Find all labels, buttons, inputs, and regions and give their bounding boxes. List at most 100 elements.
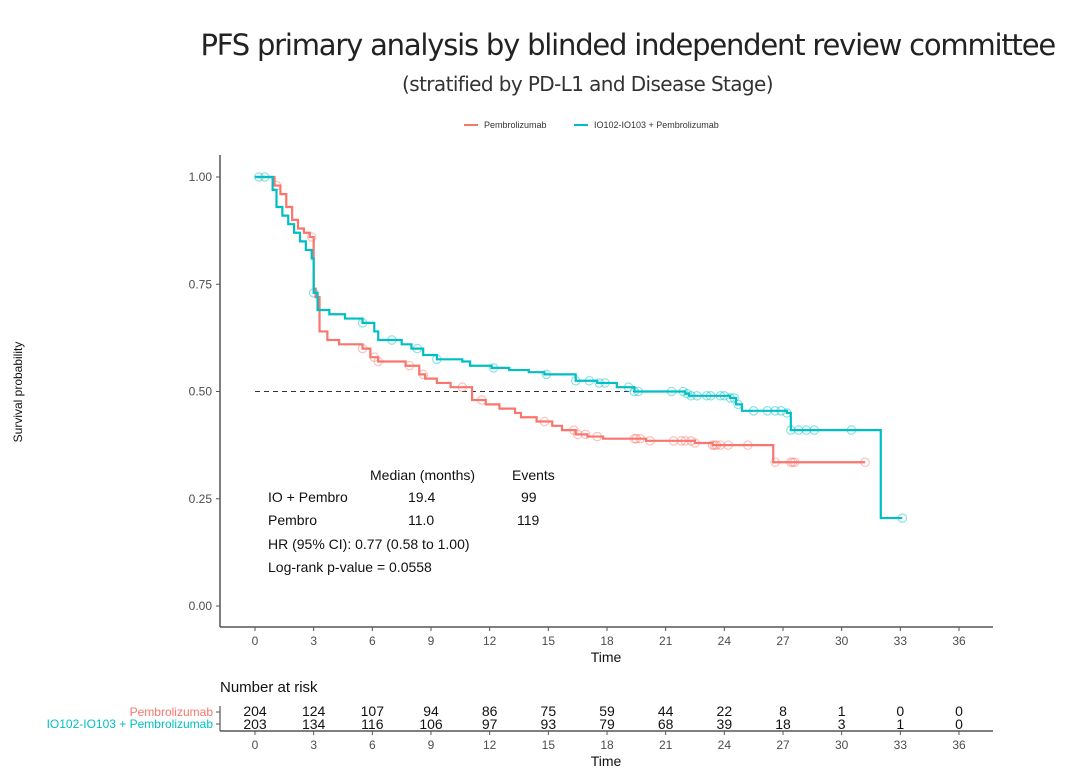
risk-x-tick-label: 36: [952, 738, 966, 752]
risk-cell: 8: [779, 703, 787, 719]
risk-cell: 75: [541, 703, 557, 719]
annotation-row-median: 11.0: [408, 512, 434, 528]
risk-table-x-ticks: 0 3 6 9 12 15 18 21 24 27 30 33 36: [252, 731, 966, 752]
censor-mark: [457, 382, 468, 393]
risk-table-x-label: Time: [591, 753, 622, 769]
risk-cell: 59: [599, 703, 615, 719]
censor-mark: [259, 172, 270, 182]
risk-cell: 68: [658, 716, 674, 732]
censor-mark: [742, 440, 753, 450]
censor-mark: [635, 433, 646, 444]
censor-mark: [692, 390, 702, 401]
risk-cell: 1: [896, 716, 904, 732]
censor-mark: [306, 232, 317, 242]
annotation-header-events: Events: [512, 467, 555, 483]
x-tick-label: 21: [659, 634, 673, 648]
censor-mark: [762, 406, 773, 416]
censor-mark: [308, 288, 319, 298]
risk-table-title: Number at risk: [220, 679, 318, 696]
censor-mark: [690, 438, 700, 448]
censor-mark: [686, 390, 696, 401]
censor-mark: [680, 436, 691, 446]
censor-mark: [860, 457, 870, 468]
censor-mark: [786, 425, 796, 435]
risk-cell: 1: [838, 703, 846, 719]
survival-curves: [254, 172, 908, 523]
x-tick-label: 36: [952, 634, 966, 648]
annotation-hr: HR (95% CI): 0.77 (0.58 to 1.00): [268, 536, 470, 552]
annotation-row-label: IO + Pembro: [268, 489, 348, 505]
risk-x-tick-label: 9: [428, 738, 435, 752]
censor-mark: [631, 433, 642, 444]
risk-x-tick-label: 27: [776, 738, 790, 752]
censor-mark: [723, 440, 734, 450]
x-tick-label: 9: [428, 634, 435, 648]
risk-cell: 22: [717, 703, 733, 719]
annotation-row-events: 99: [521, 489, 537, 505]
censor-mark: [373, 356, 383, 367]
risk-row-label-pembrolizumab: Pembrolizumab: [130, 705, 214, 719]
censor-mark: [541, 369, 552, 380]
chart-title: PFS primary analysis by blinded independ…: [200, 28, 1056, 62]
x-tick-label: 30: [835, 634, 849, 648]
censor-mark: [709, 440, 720, 450]
risk-x-tick-label: 33: [894, 738, 908, 752]
risk-x-tick-label: 12: [483, 738, 497, 752]
legend-label-pembrolizumab: Pembrolizumab: [484, 120, 547, 130]
risk-cell: 0: [896, 703, 904, 719]
censor-mark: [789, 457, 800, 468]
censor-mark: [387, 335, 397, 345]
risk-cell: 3: [838, 716, 846, 732]
risk-row-label-combo: IO102-IO103 + Pembrolizumab: [47, 717, 214, 731]
risk-x-tick-label: 24: [718, 738, 732, 752]
x-tick-label: 27: [776, 634, 790, 648]
survival-curve-combo: [255, 175, 903, 520]
x-tick-label: 18: [600, 634, 614, 648]
censor-mark: [666, 386, 677, 397]
censor-mark: [369, 352, 380, 362]
legend: Pembrolizumab IO102-IO103 + Pembrolizuma…: [464, 120, 719, 130]
x-tick-label: 12: [483, 634, 497, 648]
censor-mark: [418, 369, 428, 380]
censor-mark: [707, 440, 718, 450]
risk-x-tick-label: 6: [369, 738, 376, 752]
risk-cell: 39: [717, 716, 733, 732]
y-tick-label: 0.75: [189, 277, 213, 291]
chart-subtitle: (stratified by PD-L1 and Disease Stage): [402, 72, 773, 96]
survival-curve-pembrolizumab: [255, 175, 866, 464]
risk-cell: 134: [302, 716, 326, 732]
risk-cell: 86: [482, 703, 498, 719]
censor-mark: [725, 393, 735, 403]
censor-mark: [715, 440, 726, 450]
y-tick-label: 1.00: [189, 170, 213, 184]
censor-mark: [570, 375, 581, 386]
censor-mark: [733, 399, 743, 410]
censor-mark: [404, 360, 415, 371]
censor-mark: [592, 431, 603, 442]
risk-cell: 93: [541, 716, 557, 732]
censor-mark: [719, 390, 730, 401]
annotation-pvalue: Log-rank p-value = 0.0558: [268, 559, 432, 575]
risk-cell: 0: [955, 716, 963, 732]
censor-mark: [715, 390, 726, 401]
censor-mark: [801, 425, 812, 435]
censor-mark: [254, 172, 264, 182]
censor-mark: [568, 425, 579, 435]
censor-mark: [432, 354, 442, 365]
y-ticks: 0.00 0.25 0.50 0.75 1.00: [189, 170, 220, 613]
censor-mark: [488, 363, 499, 373]
x-tick-label: 0: [252, 634, 259, 648]
censor-mark: [701, 390, 712, 401]
censor-mark: [539, 416, 550, 427]
risk-cell: 203: [243, 716, 267, 732]
censor-mark: [477, 395, 487, 405]
censor-mark: [676, 436, 687, 446]
annotation-row-label: Pembro: [268, 512, 317, 528]
annotation-row-events: 119: [517, 512, 540, 528]
x-tick-label: 3: [310, 634, 317, 648]
risk-x-tick-label: 30: [835, 738, 849, 752]
risk-cell: 94: [423, 703, 439, 719]
censor-mark: [357, 318, 368, 328]
